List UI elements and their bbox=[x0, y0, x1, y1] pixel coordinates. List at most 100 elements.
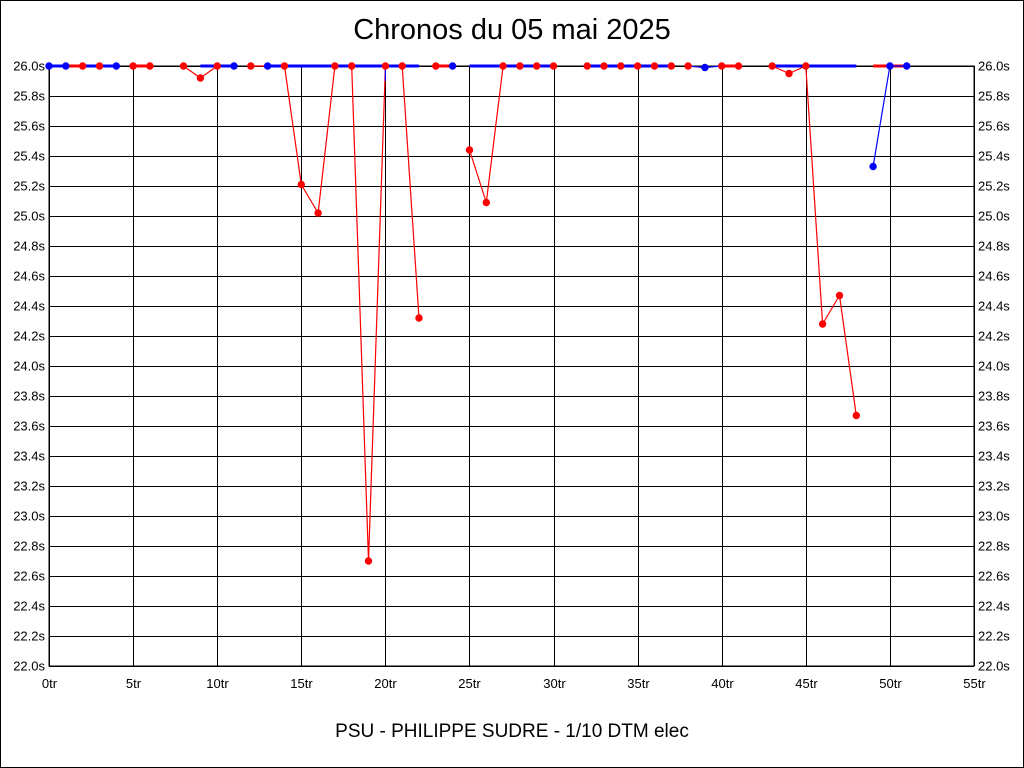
data-point-red bbox=[415, 314, 423, 322]
data-point-blue bbox=[903, 62, 911, 70]
data-point-red bbox=[549, 62, 558, 70]
data-point-red bbox=[617, 62, 625, 70]
y-tick-label: 25.2s bbox=[13, 179, 45, 194]
y-tick-label: 25.0s bbox=[13, 209, 45, 224]
y-tick-label-right: 24.0s bbox=[978, 359, 1010, 374]
data-point-red bbox=[835, 291, 844, 300]
data-point-red bbox=[432, 62, 440, 70]
x-tick-label: 40tr bbox=[711, 676, 734, 691]
chart-subtitle: PSU - PHILIPPE SUDRE - 1/10 DTM elec bbox=[335, 721, 689, 742]
data-point-red bbox=[146, 62, 154, 70]
y-tick-label-right: 22.4s bbox=[978, 599, 1010, 614]
y-tick-label-right: 23.8s bbox=[978, 389, 1010, 404]
data-point-red bbox=[768, 62, 776, 70]
data-point-red bbox=[381, 62, 390, 70]
y-tick-label-right: 25.0s bbox=[978, 209, 1010, 224]
y-tick-label-right: 25.8s bbox=[978, 89, 1010, 104]
data-point-red bbox=[684, 62, 692, 70]
x-tick-label: 30tr bbox=[543, 676, 566, 691]
data-point-red bbox=[852, 411, 860, 420]
y-tick-label: 22.4s bbox=[13, 599, 45, 614]
data-point-red bbox=[398, 62, 406, 70]
data-point-red bbox=[718, 62, 726, 70]
data-point-red bbox=[196, 74, 205, 82]
data-point-red bbox=[533, 62, 541, 70]
y-tick-label: 23.6s bbox=[13, 419, 45, 434]
y-tick-label-right: 26.0s bbox=[978, 59, 1010, 74]
data-point-red bbox=[314, 209, 322, 217]
y-tick-label-right: 22.6s bbox=[978, 569, 1010, 584]
y-tick-label-right: 23.6s bbox=[978, 419, 1010, 434]
data-point-red bbox=[583, 62, 591, 70]
data-point-red bbox=[179, 62, 188, 70]
data-point-red bbox=[247, 62, 255, 70]
data-point-red bbox=[650, 62, 659, 70]
y-tick-label: 22.6s bbox=[13, 569, 45, 584]
y-tick-label: 23.2s bbox=[13, 479, 45, 494]
x-tick-label: 35tr bbox=[627, 676, 650, 691]
data-point-blue bbox=[886, 62, 894, 70]
series-line-red bbox=[468, 65, 554, 204]
series-line-blue bbox=[872, 65, 907, 167]
y-tick-label-right: 24.2s bbox=[978, 329, 1010, 344]
x-tick-label: 15tr bbox=[290, 676, 313, 691]
data-point-red bbox=[280, 62, 289, 70]
y-tick-label-right: 24.6s bbox=[978, 269, 1010, 284]
y-tick-label: 26.0s bbox=[13, 59, 45, 74]
data-point-blue bbox=[112, 62, 121, 70]
data-point-red bbox=[633, 62, 642, 70]
y-tick-label-right: 22.0s bbox=[978, 659, 1010, 674]
series-line-red bbox=[771, 65, 857, 416]
y-tick-label-right: 22.2s bbox=[978, 629, 1010, 644]
data-point-red bbox=[734, 62, 743, 70]
data-point-red bbox=[348, 62, 356, 70]
y-tick-label: 23.0s bbox=[13, 509, 45, 524]
data-point-red bbox=[465, 146, 474, 154]
y-tick-label-right: 25.2s bbox=[978, 179, 1010, 194]
x-tick-label: 25tr bbox=[458, 676, 481, 691]
x-tick-label: 0tr bbox=[42, 676, 58, 691]
y-tick-label: 22.2s bbox=[13, 629, 45, 644]
y-tick-label: 25.8s bbox=[13, 89, 45, 104]
x-tick-label: 20tr bbox=[374, 676, 397, 691]
y-tick-label-right: 24.8s bbox=[978, 239, 1010, 254]
y-tick-label-right: 25.4s bbox=[978, 149, 1010, 164]
data-point-blue bbox=[869, 162, 877, 171]
data-point-red bbox=[297, 180, 305, 189]
y-tick-label: 24.6s bbox=[13, 269, 45, 284]
data-point-red bbox=[516, 62, 524, 70]
y-tick-label: 23.4s bbox=[13, 449, 45, 464]
data-point-red bbox=[364, 557, 373, 565]
data-point-red bbox=[499, 62, 507, 70]
data-point-red bbox=[129, 62, 137, 70]
x-tick-label: 50tr bbox=[879, 676, 902, 691]
data-point-blue bbox=[45, 62, 53, 70]
data-point-blue bbox=[62, 62, 70, 70]
x-tick-label: 5tr bbox=[126, 676, 142, 691]
y-tick-label: 22.0s bbox=[13, 659, 45, 674]
data-point-red bbox=[331, 62, 339, 70]
data-point-red bbox=[78, 62, 87, 70]
data-point-blue bbox=[263, 62, 272, 70]
y-tick-label: 24.8s bbox=[13, 239, 45, 254]
y-tick-label-right: 23.4s bbox=[978, 449, 1010, 464]
y-tick-label: 23.8s bbox=[13, 389, 45, 404]
data-point-red bbox=[482, 198, 490, 207]
y-tick-label-right: 23.0s bbox=[978, 509, 1010, 524]
y-tick-label-right: 23.2s bbox=[978, 479, 1010, 494]
y-tick-label-right: 24.4s bbox=[978, 299, 1010, 314]
y-tick-label: 25.4s bbox=[13, 149, 45, 164]
data-point-red bbox=[213, 62, 221, 70]
data-point-red bbox=[95, 62, 104, 70]
data-point-blue bbox=[230, 62, 238, 70]
y-tick-label: 24.0s bbox=[13, 359, 45, 374]
data-point-blue bbox=[701, 63, 709, 72]
x-tick-label: 55tr bbox=[963, 676, 986, 691]
y-tick-label: 24.2s bbox=[13, 329, 45, 344]
data-point-red bbox=[667, 62, 675, 70]
data-point-blue bbox=[448, 62, 457, 70]
x-tick-label: 10tr bbox=[206, 676, 229, 691]
y-tick-label: 25.6s bbox=[13, 119, 45, 134]
y-tick-label-right: 22.8s bbox=[978, 539, 1010, 554]
